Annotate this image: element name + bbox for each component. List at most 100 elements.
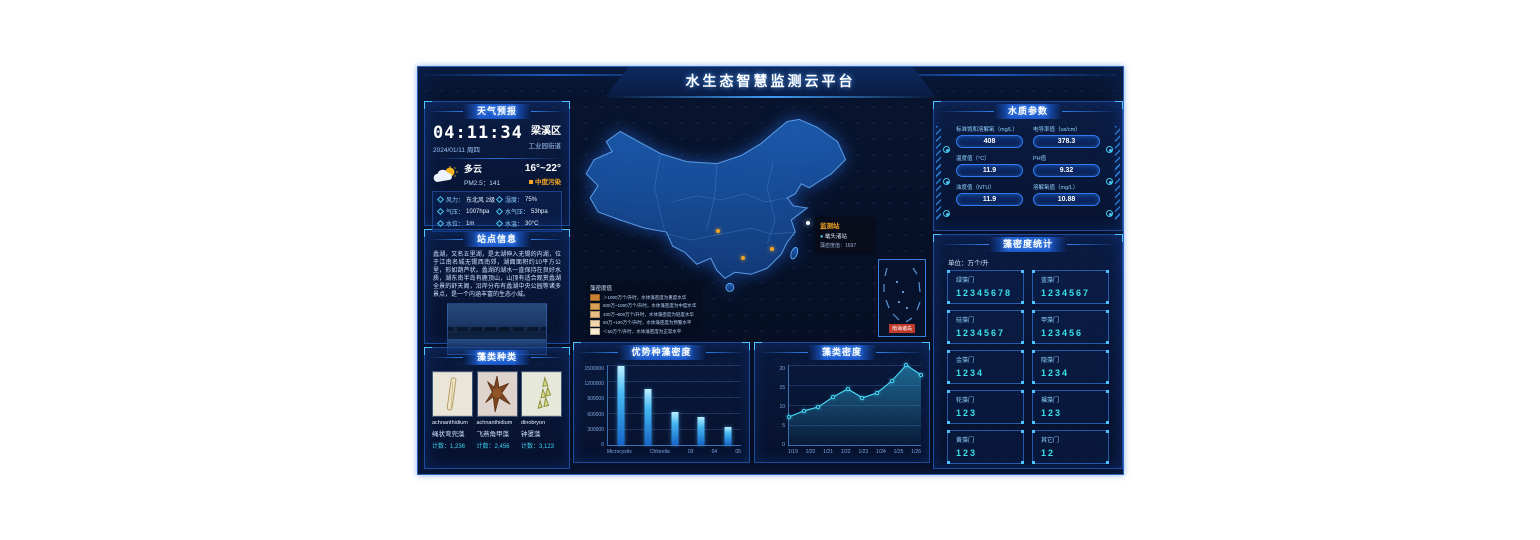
station-marker[interactable] [716,229,720,233]
hainan-island [725,282,735,292]
stat-cryptophyta: 隐藻门 1234 [1032,350,1109,384]
wq-dissolved-oxygen: 溶解氧值（mg/L） 10.88 [1033,183,1100,206]
node-icon [1106,178,1113,185]
header-line [1062,111,1119,112]
nine-dash-line [883,267,921,323]
stat-xanthophyta: 黄藻门 123 [947,430,1024,464]
stat-wind: 风力： 东北风 2级 [436,195,497,204]
active-station-marker[interactable] [806,221,810,225]
x-tick: 1/22 [840,449,851,455]
stat-chlorophyta: 绿藻门 12345678 [947,270,1024,304]
data-point [860,395,865,400]
species-name-cn: 飞燕角甲藻 [476,430,510,438]
bar-x-axis: Microcystis Chlorella 03 04 05 [607,449,741,459]
dashboard-root: 水生态智慧监测云平台 天气预报 04:11:34 2024/01/11 周四 梁… [417,66,1124,475]
algae-density-trend-panel: 藻类密度 20 15 10 5 0 1/19 1/20 1/21 1/22 1/23 1/24 1/… [754,342,930,463]
header-line [429,111,463,112]
wq-turbidity: 浊度值（NTU） 11.9 [956,183,1023,206]
wq-panel-title: 水质参数 [994,104,1063,119]
value-box: 9.32 [1033,164,1100,177]
x-tick: 1/24 [876,449,886,455]
pressure-icon [436,207,445,216]
value-box: 11.9 [956,164,1023,177]
china-outline [585,118,847,279]
province-borders [654,153,796,245]
station-panel-title: 站点信息 [463,232,532,247]
stat-bacillariophyta: 硅藻门 1234567 [947,310,1024,344]
photo-skyline [448,326,546,331]
header-line [938,244,989,245]
hatch-decor-left [936,126,941,220]
species-name-latin: achnanthidium [476,420,513,426]
x-tick: 05 [735,449,741,455]
bar [724,426,732,445]
species-name-cn: 钟罩藻 [521,430,541,438]
y-tick: 5 [782,423,785,429]
stat-other: 其它门 12 [1032,430,1109,464]
x-tick: 04 [711,449,718,455]
stat-pressure: 气压： 1007hpa [436,207,497,216]
unit-label: 单位：万个/升 [948,260,989,267]
taiwan-island [790,247,799,260]
cloudy-sun-icon [433,165,458,182]
y-tick: 20 [779,366,785,372]
legend-swatch [590,311,600,318]
line-y-axis: 20 15 10 5 0 [761,365,788,448]
node-icon [943,146,950,153]
tooltip-value: 藻密度值：1697 [820,243,857,249]
header-line [705,352,746,353]
station-panel-header: 站点信息 [429,232,566,247]
algae-stats-panel: 藻密度统计 单位：万个/升 绿藻门 12345678 蓝藻门 1234567 硅… [933,234,1123,469]
line-series [789,365,921,445]
weather-condition: 多云 [464,164,483,174]
species-name-latin: achnanthidium [432,420,468,426]
china-map[interactable] [568,99,930,345]
data-point [845,387,850,391]
stat-chrysophyta: 金藻门 1234 [947,350,1024,384]
legend-title: 藻密度值 [590,286,613,292]
china-map-region[interactable]: 监测站 ● 鼋头渚站 藻密度值：1697 藻密度值 ＞1000万个/升时，水体藻… [568,99,930,345]
legend-swatch [590,302,600,310]
district: 梁溪区 [531,126,561,137]
wq-temperature: 温度值（°C） 11.9 [956,154,1023,177]
species-count: 计数：3,123 [521,443,555,450]
humidity-icon [495,195,504,204]
bar [644,389,652,445]
node-icon [1106,146,1113,153]
station-description: 蠡湖，又名五里湖，是太湖伸入无锡的内湖，位于江南名城无锡西南郊，湖面面积约10平… [433,252,561,298]
line-series-path [789,365,921,417]
species-panel-title: 藻类种类 [463,350,532,365]
line-panel-header: 藻类密度 [759,345,926,360]
station-marker[interactable] [770,247,774,251]
hatch-decor-right [1115,126,1120,220]
header-decor-right [860,74,1115,76]
line-plot-area [787,363,923,446]
species-name-cn: 绳状弯壳藻 [432,430,465,438]
y-tick: 1200000 [584,381,604,388]
bar-chart: 1500000 1200000 900000 600000 300000 0 [580,365,741,447]
wq-grid: 标准饱和溶解氧（mg/L） 408 电导率值（us/cm） 378.3 温度值（… [934,119,1122,206]
header-line [531,357,566,358]
header-line [578,352,618,353]
stat-euglenophyta: 裸藻门 123 [1032,390,1109,424]
species-count: 计数：1,236 [432,443,466,450]
data-point [831,395,835,399]
data-point [875,391,879,395]
value-box: 11.9 [956,193,1023,206]
date: 2024/01/11 [433,147,466,154]
weather-panel-title: 天气预报 [463,104,532,119]
south-china-sea-inset: 南海诸岛 [878,259,926,337]
data-point [904,363,909,367]
title-glow-line [600,96,941,98]
bar [671,412,678,445]
header-line [531,239,566,240]
header-line [429,357,463,358]
node-icon [1106,210,1113,217]
pollution-level: 中度污染 [535,179,561,186]
header-decor-left [426,74,681,76]
pollution-level-icon [529,180,533,184]
x-tick: Chlorella [649,449,670,455]
x-tick: 1/19 [788,449,798,455]
species-item: achnanthidium 飞燕角甲藻 计数：2,456 [476,371,518,450]
station-marker[interactable] [741,256,745,260]
